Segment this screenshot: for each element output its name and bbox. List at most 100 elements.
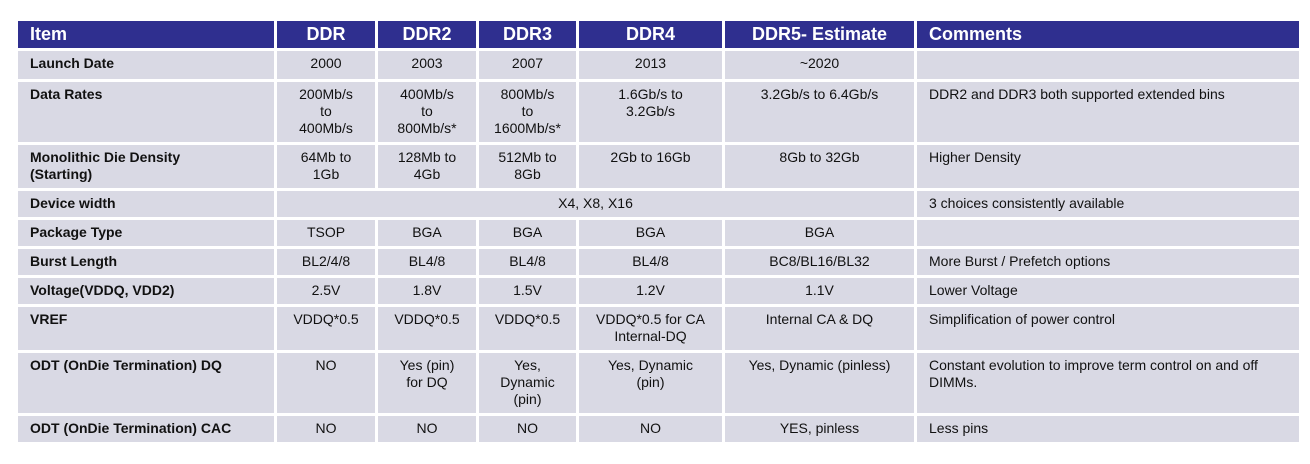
cell-text: 2007 [511,55,544,71]
cell-text: Yes, [514,357,541,373]
cell-text: 2003 [411,55,443,71]
ddr-cell: 2.5V [277,278,375,304]
header-ddr2: DDR2 [378,21,476,48]
cell-text: BGA [804,224,835,240]
item-cell: Monolithic Die Density (Starting) [18,145,274,188]
ddr5-cell: BC8/BL16/BL32 [725,249,914,275]
comment-cell: 3 choices consistently available [917,191,1299,217]
cell-text: BL4/8 [408,253,446,269]
cell-text: 3.2Gb/s [625,103,676,119]
ddr3-cell: VDDQ*0.5 [479,307,576,350]
item-text: Device width [30,195,116,211]
comment-cell: Constant evolution to improve term contr… [917,353,1299,413]
item-cell: ODT (OnDie Termination) CAC [18,416,274,442]
cell-text: NO [416,420,438,436]
header-ddr4: DDR4 [579,21,722,48]
ddr3-cell: 800Mb/s to 1600Mb/s* [479,82,576,142]
row-odt-dq: ODT (OnDie Termination) DQ NO Yes (pin) f… [18,353,1299,413]
cell-text: NO [517,420,538,436]
cell-text: BGA [635,224,666,240]
item-text: (Starting) [30,166,93,182]
ddr2-cell: BGA [378,220,476,246]
item-cell: Package Type [18,220,274,246]
device-width-span-cell: X4, X8, X16 [277,191,914,217]
comment-cell: Lower Voltage [917,278,1299,304]
ddr3-cell: 2007 [479,51,576,79]
ddr4-cell: 2013 [579,51,722,79]
ddr2-cell: BL4/8 [378,249,476,275]
comment-text: Higher Density [929,149,1021,165]
cell-text: 800Mb/s [500,86,555,102]
cell-text: for DQ [406,374,448,390]
item-text: VREF [30,311,68,327]
cell-text: NO [315,420,337,436]
comparison-table-wrapper: Item DDR DDR2 DDR3 DDR4 DDR5- Estimate C… [15,18,1302,445]
item-cell: Launch Date [18,51,274,79]
ddr5-cell: 3.2Gb/s to 6.4Gb/s [725,82,914,142]
ddr-cell: 2000 [277,51,375,79]
cell-text: 2Gb to 16Gb [610,149,691,165]
cell-text: 2013 [634,55,667,71]
ddr4-cell: Yes, Dynamic (pin) [579,353,722,413]
item-text: Launch Date [30,55,115,71]
item-cell: Burst Length [18,249,274,275]
cell-text: BL4/8 [632,253,669,269]
ddr4-cell: 2Gb to 16Gb [579,145,722,188]
cell-text: BGA [512,224,543,240]
cell-text: 8Gb to 32Gb [779,149,860,165]
ddr3-cell: BL4/8 [479,249,576,275]
cell-text: Internal CA & DQ [765,311,874,327]
cell-text: VDDQ*0.5 for CA [596,311,705,327]
cell-text: NO [315,357,337,373]
row-voltage: Voltage(VDDQ, VDD2) 2.5V 1.8V 1.5V 1.2V … [18,278,1299,304]
cell-text: 2000 [310,55,342,71]
cell-text: 1600Mb/s* [494,120,561,136]
ddr-cell: NO [277,416,375,442]
ddr5-cell: Internal CA & DQ [725,307,914,350]
header-comments: Comments [917,21,1299,48]
header-row: Item DDR DDR2 DDR3 DDR4 DDR5- Estimate C… [18,21,1299,48]
ddr3-cell: BGA [479,220,576,246]
cell-text: 1.8V [412,282,442,298]
ddr4-cell: VDDQ*0.5 for CA Internal-DQ [579,307,722,350]
row-vref: VREF VDDQ*0.5 VDDQ*0.5 VDDQ*0.5 VDDQ*0.5… [18,307,1299,350]
ddr5-cell: 1.1V [725,278,914,304]
comment-cell: Simplification of power control [917,307,1299,350]
ddr3-cell: 1.5V [479,278,576,304]
cell-text: BL2/4/8 [301,253,351,269]
item-text: Package Type [30,224,123,240]
item-text: Data Rates [30,86,103,102]
ddr-cell: VDDQ*0.5 [277,307,375,350]
ddr2-cell: 400Mb/s to 800Mb/s* [378,82,476,142]
comment-cell: More Burst / Prefetch options [917,249,1299,275]
cell-text: VDDQ*0.5 [293,311,359,327]
cell-text: 128Mb to [397,149,457,165]
cell-text: Internal-DQ [614,328,687,344]
header-ddr3: DDR3 [479,21,576,48]
item-text: Monolithic Die Density [30,149,181,165]
comment-text: Lower Voltage [929,282,1018,298]
ddr5-cell: Yes, Dynamic (pinless) [725,353,914,413]
cell-text: 3.2Gb/s to 6.4Gb/s [760,86,879,102]
header-item: Item [18,21,274,48]
comment-cell: Higher Density [917,145,1299,188]
item-cell: Device width [18,191,274,217]
item-cell: Voltage(VDDQ, VDD2) [18,278,274,304]
item-cell: ODT (OnDie Termination) DQ [18,353,274,413]
comment-cell [917,51,1299,79]
comment-cell: Less pins [917,416,1299,442]
ddr5-cell: BGA [725,220,914,246]
header-ddr5: DDR5- Estimate [725,21,914,48]
comment-text: More Burst / Prefetch options [929,253,1111,269]
row-launch-date: Launch Date 2000 2003 2007 2013 ~2020 [18,51,1299,79]
comment-cell: DDR2 and DDR3 both supported extended bi… [917,82,1299,142]
cell-text: 2.5V [311,282,341,298]
ddr-cell: NO [277,353,375,413]
ddr5-cell: YES, pinless [725,416,914,442]
item-text: Voltage(VDDQ, VDD2) [30,282,175,298]
cell-text: (pin) [636,374,665,390]
cell-text: 1.2V [636,282,665,298]
row-device-width: Device width X4, X8, X16 3 choices consi… [18,191,1299,217]
header-ddr: DDR [277,21,375,48]
cell-text: Dynamic [500,374,555,390]
